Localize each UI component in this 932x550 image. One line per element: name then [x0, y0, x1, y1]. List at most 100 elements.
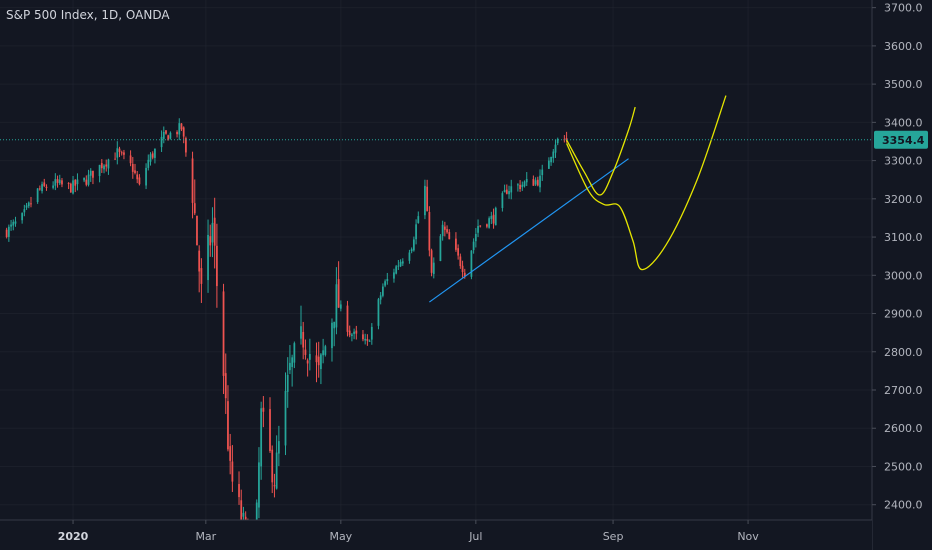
candle-body	[244, 516, 247, 522]
candle-body	[52, 185, 55, 188]
candle	[136, 171, 139, 184]
candle	[331, 318, 333, 362]
candle	[176, 130, 178, 138]
candle	[85, 175, 88, 187]
time-tick-label: May	[329, 530, 352, 543]
candle-body	[58, 179, 61, 184]
candle-body	[185, 138, 187, 153]
candle-body	[10, 224, 12, 227]
candle-body	[74, 180, 77, 186]
candle-body	[432, 262, 435, 274]
projection-path-2	[565, 95, 727, 271]
candle	[510, 179, 513, 200]
candle	[377, 297, 380, 330]
candle-body	[5, 229, 8, 238]
candle	[304, 339, 307, 360]
candle-body	[107, 159, 110, 169]
candle	[103, 164, 105, 174]
candle	[302, 321, 305, 360]
price-tick-label: 2800.0	[884, 346, 923, 359]
candle-body	[304, 349, 307, 355]
candle	[87, 169, 90, 187]
price-tick-label: 3500.0	[884, 78, 923, 91]
candle-body	[209, 236, 212, 246]
candle	[308, 338, 311, 371]
candle	[145, 163, 147, 190]
candle-body	[134, 170, 136, 174]
candle	[536, 176, 539, 187]
candle-body	[461, 265, 464, 273]
last-price-label: 3354.4	[882, 134, 925, 147]
candle-body	[198, 250, 201, 272]
candle-body	[300, 326, 302, 339]
candle	[147, 154, 150, 171]
candle-body	[145, 167, 147, 186]
candle	[231, 445, 234, 492]
candle-body	[231, 461, 234, 482]
candle-body	[362, 334, 364, 340]
candle	[25, 202, 28, 210]
candle	[69, 182, 72, 193]
candle-body	[395, 266, 398, 274]
candle-body	[275, 452, 278, 489]
candle	[355, 325, 358, 340]
candle	[448, 229, 451, 240]
candle	[240, 489, 243, 525]
candle-body	[222, 291, 225, 376]
candle	[519, 180, 521, 192]
candle	[61, 178, 63, 188]
candle-body	[176, 132, 178, 135]
candle-body	[351, 334, 353, 336]
candle-body	[242, 512, 245, 517]
candle	[503, 184, 506, 193]
candle-body	[89, 170, 92, 176]
candle	[262, 396, 265, 428]
candle-body	[27, 202, 30, 207]
candle-body	[519, 184, 521, 190]
candle-body	[149, 154, 152, 162]
candle-body	[85, 179, 88, 185]
candle	[479, 225, 482, 228]
candle	[284, 372, 287, 456]
candle	[273, 473, 276, 498]
candle	[428, 206, 431, 257]
candle	[322, 338, 325, 364]
candle	[353, 328, 355, 340]
candle	[131, 157, 134, 179]
candle-body	[399, 261, 402, 267]
candle-body	[565, 137, 568, 140]
candle-body	[98, 164, 101, 177]
candle-body	[508, 191, 510, 195]
candle-body	[320, 354, 322, 370]
candle-body	[556, 138, 559, 144]
candle	[58, 174, 61, 186]
candle-body	[479, 225, 482, 227]
candle-body	[129, 155, 132, 164]
candle-body	[505, 189, 508, 194]
candle	[216, 223, 218, 308]
chart-title: S&P 500 Index, 1D, OANDA	[6, 8, 170, 22]
candle	[337, 261, 340, 308]
candle	[185, 136, 187, 157]
candle	[289, 345, 291, 375]
candle-body	[103, 165, 105, 170]
candle-body	[196, 215, 198, 246]
candle-body	[114, 158, 116, 160]
candle	[83, 177, 85, 183]
candle-body	[182, 127, 185, 137]
candle-body	[7, 226, 10, 237]
candle	[415, 219, 417, 245]
candle-body	[12, 221, 15, 226]
candle	[269, 397, 271, 453]
candle-body	[30, 203, 32, 205]
candle-body	[76, 179, 79, 185]
candle	[306, 358, 309, 377]
candle-body	[291, 357, 294, 367]
candle	[430, 248, 433, 277]
candle	[209, 224, 212, 257]
candle	[89, 168, 92, 182]
candle-body	[120, 152, 123, 154]
time-tick-label: Mar	[195, 530, 216, 543]
candle	[446, 225, 448, 234]
